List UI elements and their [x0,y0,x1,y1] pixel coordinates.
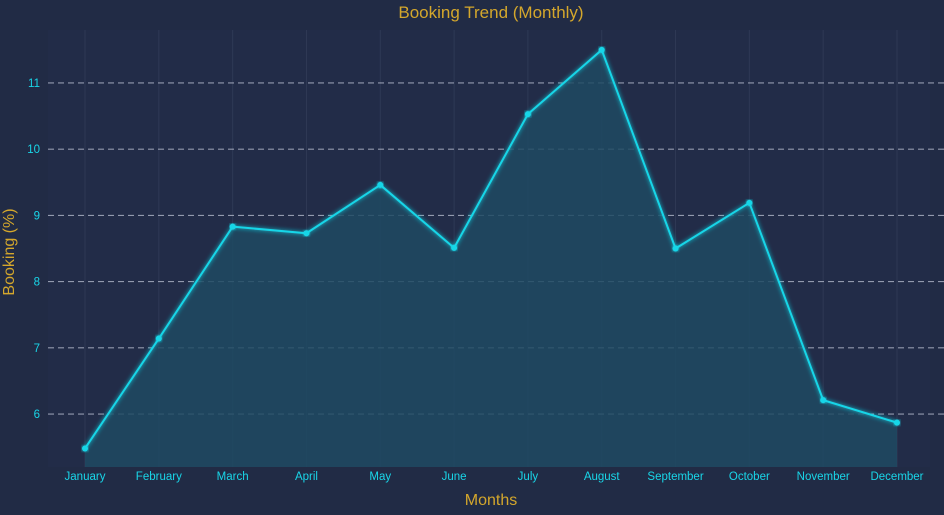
data-point-september[interactable] [672,245,679,252]
y-tick-label: 11 [28,78,40,90]
x-tick-label: November [797,471,850,483]
data-point-july[interactable] [524,111,531,118]
series-line [84,48,898,450]
data-point-february[interactable] [155,335,162,342]
x-tick-labels: January February March April May June July Augu… [65,471,924,483]
x-tick-label: March [217,471,249,483]
area-fill [85,49,897,467]
series-line-layer [84,48,898,450]
data-point-may[interactable] [377,181,384,188]
x-tick-label: August [584,471,621,483]
area-fill-layer [85,49,897,467]
x-tick-label: September [647,471,703,483]
data-point-march[interactable] [229,223,236,230]
data-point-january[interactable] [82,445,88,452]
data-point-december[interactable] [894,419,900,426]
x-tick-label: May [369,471,391,483]
x-tick-label: April [295,471,318,483]
x-tick-label: October [729,471,770,483]
x-tick-label: December [870,471,923,483]
y-tick-label: 6 [34,409,40,421]
data-point-october[interactable] [746,199,753,206]
data-points-layer [82,46,900,452]
x-axis-label: Months [465,492,517,509]
data-point-june[interactable] [451,244,458,251]
y-tick-label: 10 [27,144,40,156]
y-tick-label: 8 [34,277,40,289]
x-tick-label: June [442,471,467,483]
y-tick-label: 9 [34,210,40,222]
data-point-november[interactable] [820,397,827,404]
data-point-august[interactable] [598,46,605,53]
data-point-april[interactable] [303,230,310,237]
y-axis-label: Booking (%) [1,208,18,295]
y-tick-label: 7 [34,343,40,355]
x-tick-label: February [136,471,182,483]
x-tick-label: July [518,471,539,483]
y-tick-labels: 6 7 8 9 10 11 [27,78,40,421]
chart-title: Booking Trend (Monthly) [398,3,583,22]
x-tick-label: January [65,471,106,483]
